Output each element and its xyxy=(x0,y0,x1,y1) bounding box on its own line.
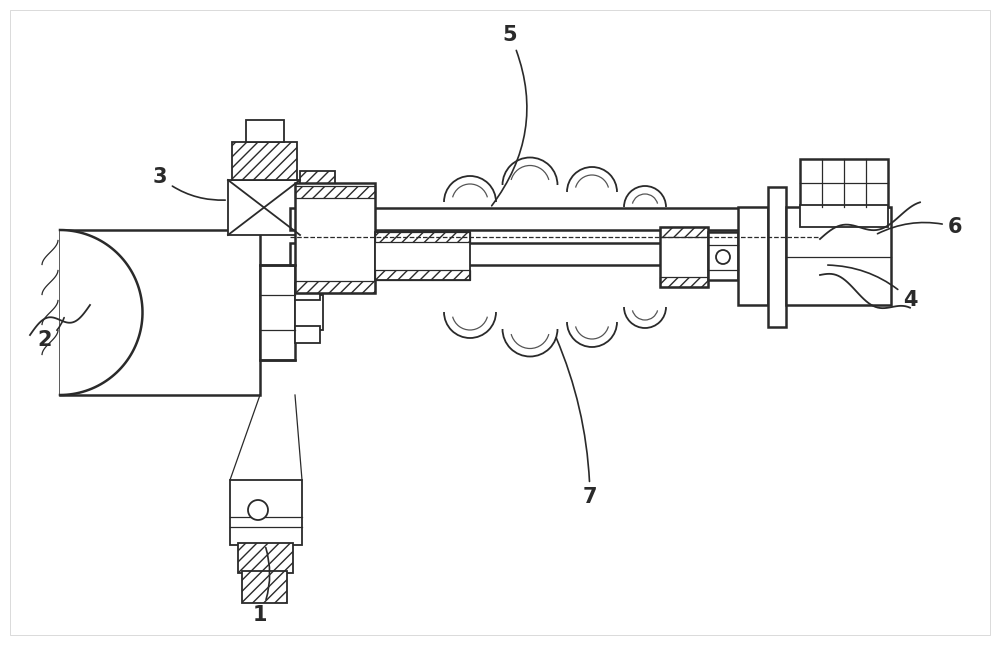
Bar xyxy=(708,232,738,280)
Circle shape xyxy=(716,250,730,264)
Bar xyxy=(375,232,470,280)
Text: 5: 5 xyxy=(492,25,527,206)
Text: 7: 7 xyxy=(556,337,597,507)
Bar xyxy=(295,183,375,293)
Bar xyxy=(295,326,320,343)
Bar xyxy=(660,227,708,237)
Bar xyxy=(246,120,284,142)
Bar xyxy=(800,205,888,227)
Bar xyxy=(300,171,335,187)
Bar xyxy=(290,243,820,265)
Circle shape xyxy=(248,500,268,520)
Bar xyxy=(260,265,295,360)
Polygon shape xyxy=(60,230,142,395)
Bar xyxy=(232,142,297,180)
Bar xyxy=(290,208,820,230)
Bar xyxy=(768,187,786,327)
Text: 6: 6 xyxy=(877,217,962,237)
Bar xyxy=(786,207,891,305)
Bar xyxy=(228,180,300,235)
Text: 4: 4 xyxy=(828,265,917,310)
Bar xyxy=(295,295,323,330)
Bar xyxy=(295,281,375,293)
Bar xyxy=(660,277,708,287)
Bar xyxy=(738,207,768,305)
Text: 3: 3 xyxy=(153,167,225,200)
Bar xyxy=(375,270,470,280)
Bar xyxy=(375,232,470,242)
Text: 2: 2 xyxy=(38,317,64,350)
Bar xyxy=(60,230,260,395)
Bar xyxy=(660,227,708,287)
Bar xyxy=(242,571,287,603)
Bar xyxy=(300,187,335,227)
Bar xyxy=(295,186,375,198)
Bar xyxy=(230,480,302,545)
Text: 1: 1 xyxy=(253,548,270,625)
Bar xyxy=(295,283,320,300)
Bar xyxy=(238,543,293,573)
Bar xyxy=(800,159,888,207)
